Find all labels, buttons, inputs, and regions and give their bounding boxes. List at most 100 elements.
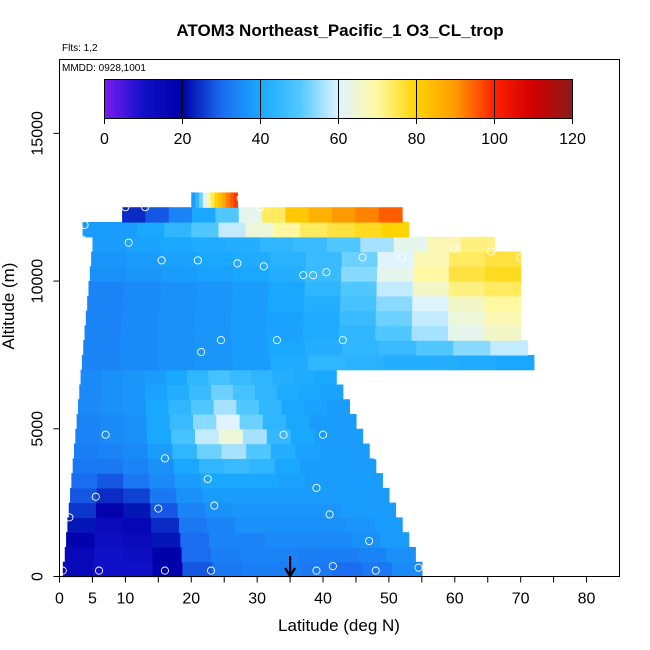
heatmap-cell <box>123 532 153 548</box>
heatmap-cell <box>232 281 270 297</box>
heatmap-cell <box>152 561 184 578</box>
heatmap-cell <box>101 369 124 386</box>
heatmap-cell <box>314 369 337 386</box>
heatmap-cell <box>490 340 528 356</box>
heatmap-cell <box>98 443 124 459</box>
heatmap-cell <box>204 502 233 519</box>
heatmap-cell <box>242 561 273 578</box>
heatmap-cell <box>290 517 320 533</box>
heatmap-cell <box>286 414 311 430</box>
heatmap-cell <box>302 325 340 341</box>
heatmap-cell <box>92 236 127 253</box>
heatmap-cell <box>354 221 383 238</box>
heatmap-cell <box>195 428 220 445</box>
y-axis: 0 5000 10000 15000 <box>30 111 60 581</box>
heatmap-cell <box>259 502 288 519</box>
heatmap-cell <box>210 546 241 563</box>
heatmap-cell <box>346 517 375 533</box>
heatmap-cell <box>246 443 272 459</box>
heatmap-cell <box>376 295 413 312</box>
heatmap-cell <box>187 369 209 386</box>
sample-point <box>279 430 288 439</box>
sample-point <box>516 253 525 262</box>
heatmap-cell <box>79 384 102 400</box>
heatmap-cell <box>225 192 231 208</box>
heatmap-cell <box>338 428 364 445</box>
heatmap-cell <box>338 325 376 341</box>
heatmap-cell <box>355 207 380 223</box>
heatmap-cell <box>194 340 232 356</box>
heatmap-cell <box>192 207 217 223</box>
heatmap-cell <box>100 399 124 415</box>
heatmap-cell <box>411 310 449 326</box>
sample-point <box>358 253 367 262</box>
heatmap-cell <box>233 192 238 208</box>
heatmap-cell <box>484 281 522 297</box>
heatmap-cell <box>123 428 148 445</box>
heatmap-cell <box>119 354 158 371</box>
heatmap-cell <box>265 532 296 548</box>
location-arrow-marker <box>284 556 297 579</box>
heatmap-cell <box>269 546 300 563</box>
colorbar-tick-label: 20 <box>174 131 192 148</box>
sample-point <box>309 271 318 280</box>
heatmap-cell <box>168 399 192 415</box>
heatmap-cell <box>95 517 124 533</box>
heatmap-cell <box>67 517 96 533</box>
heatmap-cell <box>145 399 170 415</box>
heatmap-cell <box>145 207 170 223</box>
heatmap-cell <box>374 517 403 533</box>
heatmap-cell <box>97 473 124 489</box>
heatmap-cell <box>262 414 287 430</box>
x-tick-label: 80 <box>578 591 596 608</box>
heatmap-cell <box>262 207 287 223</box>
heatmap-cell <box>298 384 322 400</box>
heatmap-cell <box>160 281 198 297</box>
heatmap-cell <box>157 325 195 341</box>
heatmap-cell <box>123 384 146 400</box>
heatmap-cell <box>239 414 264 430</box>
heatmap-cell <box>123 443 149 459</box>
heatmap-cell <box>162 251 200 267</box>
heatmap-cell <box>221 443 247 459</box>
chart-title: ATOM3 Northeast_Pacific_1 O3_CL_trop <box>176 21 503 40</box>
colorbar-tick-label: 40 <box>252 131 270 148</box>
heatmap-cell <box>171 428 196 445</box>
heatmap-cell <box>304 399 328 415</box>
colorbar-tick-label: 60 <box>330 131 348 148</box>
heatmap-cell <box>412 266 450 282</box>
heatmap-cell <box>77 399 102 415</box>
sample-point <box>272 336 281 345</box>
heatmap-cells <box>62 192 535 578</box>
sample-point <box>157 256 166 265</box>
heatmap-cell <box>191 221 220 238</box>
heatmap-cell <box>198 251 235 267</box>
heatmap-cell <box>305 340 343 356</box>
sample-point <box>338 336 347 345</box>
sample-point <box>78 235 87 244</box>
heatmap-cell <box>202 487 231 504</box>
sample-point <box>365 537 374 546</box>
heatmap-cell <box>269 266 306 282</box>
heatmap-cell <box>376 281 414 297</box>
heatmap-cell <box>123 517 152 533</box>
heatmap-cell <box>167 384 190 400</box>
sample-point <box>160 454 169 463</box>
heatmap-cell <box>427 236 462 253</box>
heatmap-cell <box>381 221 410 238</box>
heatmap-cell <box>281 399 305 415</box>
heatmap-cell <box>278 473 306 489</box>
heatmap-cell <box>232 384 256 400</box>
heatmap-cell <box>267 295 305 312</box>
y-tick-label: 10000 <box>30 259 47 304</box>
heatmap-cell <box>251 369 273 386</box>
heatmap-cell <box>236 399 260 415</box>
heatmap-cell <box>125 266 163 282</box>
heatmap-cell <box>88 281 126 297</box>
heatmap-cell <box>412 295 450 312</box>
heatmap-cell <box>303 295 341 312</box>
heatmap-cell <box>229 369 252 386</box>
heatmap-cell <box>87 295 124 312</box>
heatmap-cell <box>325 458 352 474</box>
heatmap-cell <box>148 458 175 474</box>
